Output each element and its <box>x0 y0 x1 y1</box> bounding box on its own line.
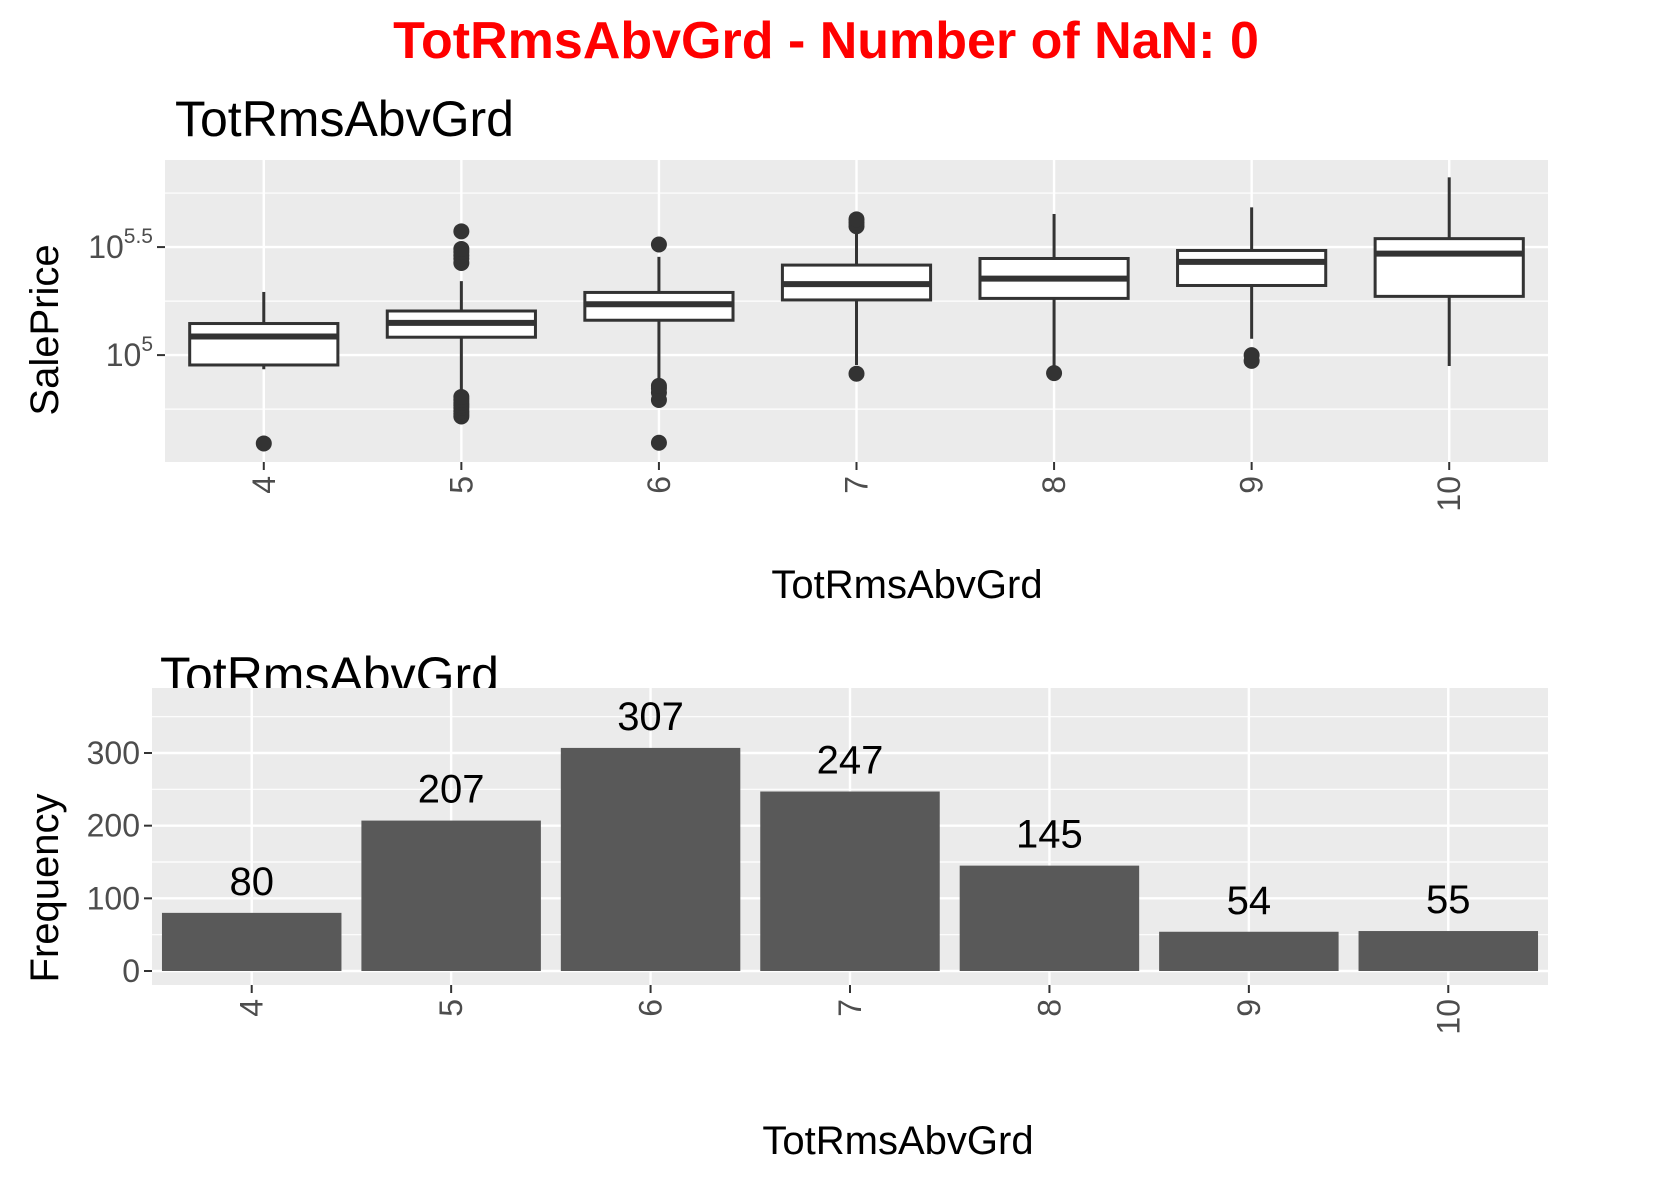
boxplot-x-tick-label: 6 <box>641 476 677 494</box>
boxplot-outlier-point <box>255 435 272 452</box>
boxplot-x-axis: 4 5 6 7 8 9 10 <box>246 462 1467 512</box>
bar-data-label: 54 <box>1227 879 1272 923</box>
boxplot-x-tick-label: 4 <box>246 476 282 494</box>
boxplot-outlier-point <box>1046 365 1063 382</box>
bar-5 <box>361 820 541 971</box>
boxplot-x-tick-label: 9 <box>1234 476 1270 494</box>
bar-data-label: 307 <box>617 695 684 739</box>
bar-data-label: 207 <box>418 768 485 812</box>
bar-chart-y-tick-label: 200 <box>87 808 140 844</box>
bar-chart-y-tick-label: 300 <box>87 735 140 771</box>
bar-4 <box>161 912 342 971</box>
figure-title: TotRmsAbvGrd - Number of NaN: 0 <box>393 12 1259 70</box>
bar-7 <box>760 791 940 971</box>
boxplot-outlier-point <box>1243 347 1260 364</box>
bar-data-label: 80 <box>229 860 274 904</box>
bar-chart-y-axis: 0 100 200 300 <box>87 735 152 989</box>
bar-chart-x-tick-label: 4 <box>234 999 270 1017</box>
boxplot-box-body <box>1176 248 1328 287</box>
bar-chart-y-axis-title: Frequency <box>23 794 67 983</box>
boxplot-x-axis-title: TotRmsAbvGrd <box>771 563 1042 607</box>
boxplot-outlier-point <box>453 223 470 240</box>
boxplot-box-body <box>1373 237 1525 298</box>
boxplot-box-5 <box>385 223 537 425</box>
boxplot-box-4 <box>188 291 340 452</box>
boxplot-chart: TotRmsAbvGrd 105 105.5 4 5 6 7 8 9 10 SalePrice… <box>23 91 1548 607</box>
boxplot-outlier-point <box>848 211 865 228</box>
boxplot-x-tick-label: 5 <box>443 476 479 494</box>
boxplot-y-axis-title: SalePrice <box>23 244 67 415</box>
boxplot-outlier-point <box>650 434 667 451</box>
boxplot-y-axis: 105 105.5 <box>88 225 165 373</box>
bar-10 <box>1358 931 1539 971</box>
bar-chart-x-tick-label: 10 <box>1430 999 1466 1035</box>
boxplot-y-tick-label: 105 <box>106 333 153 373</box>
boxplot-outlier-point <box>650 236 667 253</box>
boxplot-marks <box>188 177 1525 452</box>
bar-chart-x-axis: 4 5 6 7 8 9 10 <box>234 985 1466 1035</box>
bar-chart-x-tick-label: 6 <box>633 999 669 1017</box>
boxplot-title: TotRmsAbvGrd <box>175 91 514 147</box>
bar-chart-x-axis-title: TotRmsAbvGrd <box>762 1119 1033 1163</box>
boxplot-y-tick-label: 105.5 <box>88 225 153 265</box>
boxplot-outlier-point <box>453 388 470 405</box>
boxplot-box-9 <box>1176 207 1328 369</box>
boxplot-box-8 <box>978 213 1130 382</box>
boxplot-outlier-point <box>650 377 667 394</box>
boxplot-box-body <box>188 322 340 367</box>
bar-chart-marks: 80 207 307 247 145 54 55 <box>161 695 1539 971</box>
bar-chart-x-tick-label: 9 <box>1231 999 1267 1017</box>
bar-data-label: 145 <box>1016 813 1083 857</box>
bar-chart-y-tick-label: 100 <box>87 880 140 916</box>
boxplot-box-6 <box>583 236 735 451</box>
boxplot-outlier-point <box>453 240 470 257</box>
bar-data-label: 247 <box>817 739 884 783</box>
bar-chart-x-tick-label: 8 <box>1031 999 1067 1017</box>
bar-8 <box>959 865 1140 971</box>
bar-6 <box>560 747 741 971</box>
boxplot-outlier-point <box>848 365 865 382</box>
bar-chart-x-tick-label: 5 <box>433 999 469 1017</box>
bar-chart-x-tick-label: 7 <box>832 999 868 1017</box>
bar-data-label: 55 <box>1426 878 1471 922</box>
bar-9 <box>1159 931 1339 971</box>
boxplot-x-tick-label: 7 <box>839 476 875 494</box>
boxplot-x-tick-label: 8 <box>1036 476 1072 494</box>
boxplot-box-10 <box>1373 177 1525 367</box>
boxplot-box-7 <box>780 211 933 382</box>
boxplot-x-tick-label: 10 <box>1431 476 1467 512</box>
bar-chart-y-tick-label: 0 <box>122 953 140 989</box>
